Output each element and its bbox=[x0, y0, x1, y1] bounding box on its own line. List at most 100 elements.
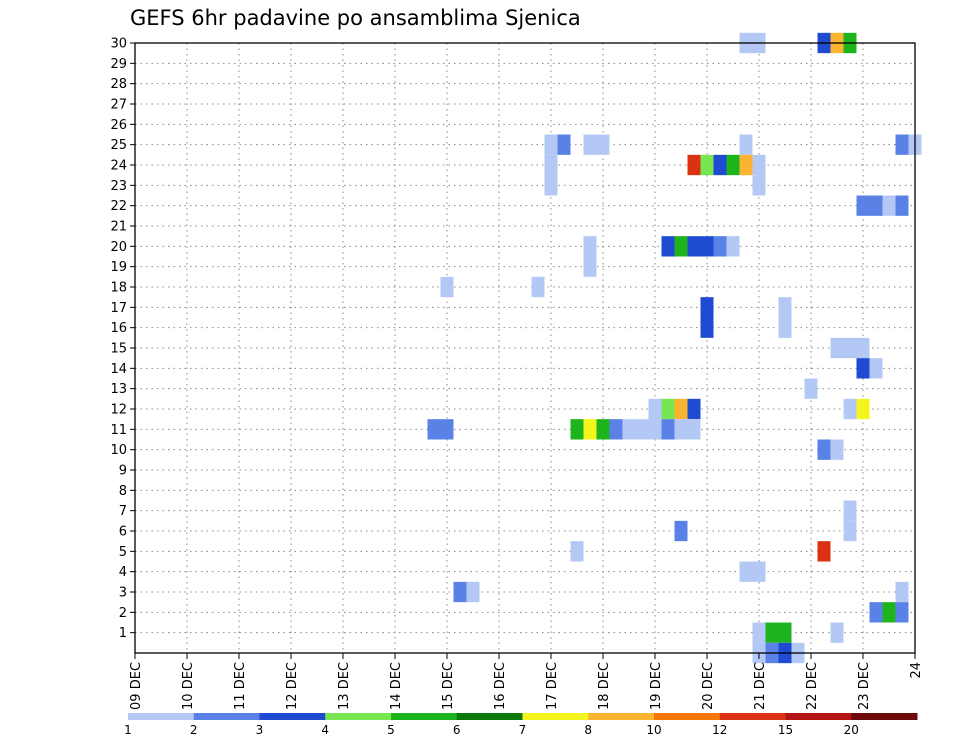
legend-label: 1 bbox=[124, 723, 132, 737]
precip-cell bbox=[830, 439, 844, 460]
y-tick-label: 17 bbox=[110, 301, 127, 316]
legend-swatch bbox=[719, 713, 786, 720]
y-tick-label: 3 bbox=[119, 586, 127, 601]
y-tick-label: 30 bbox=[110, 37, 127, 52]
precip-cell bbox=[830, 622, 844, 643]
precip-cell bbox=[830, 337, 844, 359]
y-tick-label: 18 bbox=[110, 281, 127, 296]
legend-label: 5 bbox=[387, 723, 395, 737]
precip-cell bbox=[700, 297, 714, 318]
precip-cell bbox=[856, 195, 870, 216]
legend-swatch bbox=[851, 713, 918, 720]
x-tick-label: 12 DEC bbox=[285, 662, 300, 710]
x-tick-label: 18 DEC bbox=[597, 662, 612, 710]
precip-cell bbox=[726, 236, 740, 257]
legend-label: 12 bbox=[712, 723, 727, 737]
x-tick-label: 13 DEC bbox=[337, 662, 352, 710]
precip-cell bbox=[700, 317, 714, 338]
precip-cell bbox=[466, 581, 480, 603]
precip-cell bbox=[739, 561, 753, 582]
precip-cell bbox=[687, 154, 701, 176]
legend-label: 6 bbox=[453, 723, 461, 737]
precip-cell bbox=[752, 622, 766, 643]
legend-label: 15 bbox=[778, 723, 793, 737]
y-tick-label: 12 bbox=[110, 403, 127, 418]
precip-cell bbox=[895, 195, 909, 216]
x-tick-label: 11 DEC bbox=[233, 662, 248, 710]
precip-cell bbox=[752, 561, 766, 582]
y-tick-label: 29 bbox=[110, 57, 127, 72]
precip-cell bbox=[752, 154, 766, 176]
precip-cell bbox=[674, 419, 688, 440]
precip-cell bbox=[726, 154, 740, 176]
x-tick-label: 20 DEC bbox=[701, 662, 716, 710]
legend-swatch bbox=[128, 713, 195, 720]
precip-cell bbox=[570, 541, 584, 562]
legend-label: 10 bbox=[646, 723, 661, 737]
y-tick-label: 26 bbox=[110, 118, 127, 133]
precip-cell bbox=[557, 134, 571, 155]
y-tick-label: 2 bbox=[119, 606, 127, 621]
x-tick-label: 14 DEC bbox=[389, 662, 404, 710]
precip-cell bbox=[739, 154, 753, 176]
precip-cell bbox=[817, 439, 831, 460]
precip-cell bbox=[687, 398, 701, 420]
x-tick-label: 16 DEC bbox=[493, 662, 508, 710]
x-tick-label: 17 DEC bbox=[545, 662, 560, 710]
precip-cell bbox=[700, 236, 714, 257]
legend-label: 7 bbox=[519, 723, 527, 737]
x-tick-label: 21 DEC bbox=[753, 662, 768, 710]
legend-swatch bbox=[522, 713, 589, 720]
x-tick-label: 15 DEC bbox=[441, 662, 456, 710]
precip-cell bbox=[596, 134, 610, 155]
precip-cell bbox=[700, 154, 714, 176]
legend-swatch bbox=[654, 713, 721, 720]
precip-cell bbox=[843, 337, 857, 359]
legend-swatch bbox=[456, 713, 523, 720]
precip-cell bbox=[882, 602, 896, 623]
y-tick-label: 15 bbox=[110, 342, 127, 357]
y-tick-label: 16 bbox=[110, 321, 127, 336]
precip-cell bbox=[427, 419, 441, 440]
legend-swatch bbox=[588, 713, 655, 720]
precip-cell bbox=[687, 419, 701, 440]
precip-cell bbox=[583, 134, 597, 155]
y-tick-label: 11 bbox=[110, 423, 127, 438]
legend-label: 4 bbox=[321, 723, 329, 737]
precip-cell bbox=[661, 419, 675, 440]
y-tick-label: 27 bbox=[110, 98, 127, 113]
precip-cell bbox=[778, 297, 792, 318]
precip-cell bbox=[531, 276, 545, 298]
y-tick-label: 8 bbox=[119, 484, 127, 499]
precip-cell bbox=[674, 520, 688, 542]
precip-cell bbox=[765, 622, 779, 643]
precip-cell bbox=[869, 602, 883, 623]
precip-cell bbox=[583, 419, 597, 440]
precip-cell bbox=[544, 175, 558, 196]
precip-cell bbox=[882, 195, 896, 216]
precip-cell bbox=[856, 337, 870, 359]
y-tick-label: 25 bbox=[110, 138, 127, 153]
legend-swatch bbox=[391, 713, 458, 720]
precip-cell bbox=[661, 398, 675, 420]
y-tick-label: 19 bbox=[110, 260, 127, 275]
precip-cell bbox=[856, 358, 870, 379]
y-tick-label: 22 bbox=[110, 199, 127, 214]
precip-cell bbox=[843, 398, 857, 420]
y-tick-label: 24 bbox=[110, 159, 127, 174]
legend-label: 2 bbox=[190, 723, 198, 737]
legend-label: 3 bbox=[256, 723, 264, 737]
precip-cell bbox=[674, 398, 688, 420]
legend-swatch bbox=[193, 713, 260, 720]
x-tick-label: 19 DEC bbox=[649, 662, 664, 710]
x-tick-label: 22 DEC bbox=[805, 662, 820, 710]
precip-cell bbox=[817, 541, 831, 562]
precip-cell bbox=[544, 154, 558, 176]
y-tick-label: 4 bbox=[119, 565, 127, 580]
precip-cell bbox=[856, 398, 870, 420]
precip-cell bbox=[895, 134, 909, 155]
legend-swatch bbox=[259, 713, 326, 720]
y-tick-label: 9 bbox=[119, 464, 127, 479]
precip-cell bbox=[869, 358, 883, 379]
y-tick-label: 14 bbox=[110, 362, 127, 377]
